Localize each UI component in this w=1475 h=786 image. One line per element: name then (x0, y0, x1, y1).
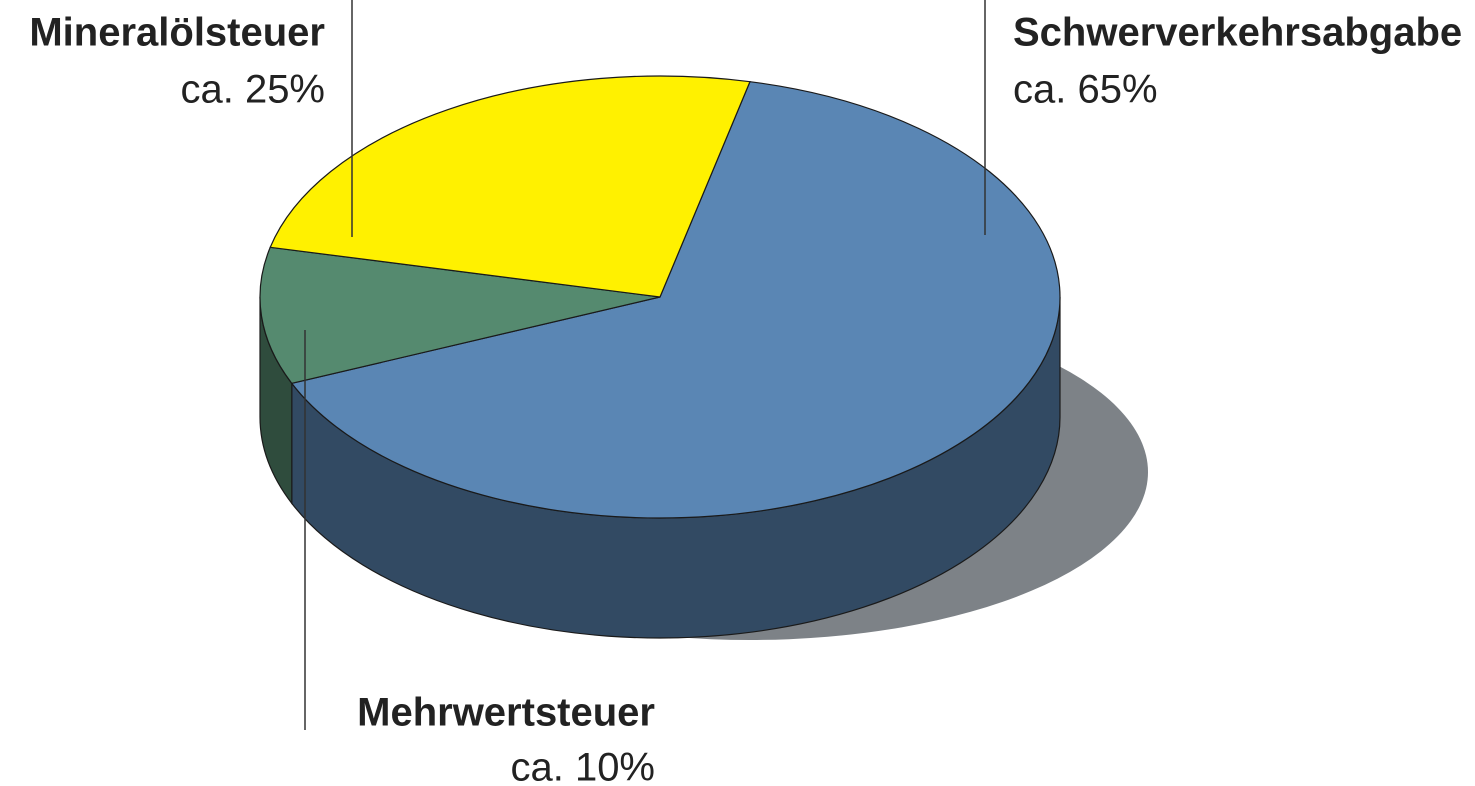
value-label: ca. 65% (1013, 68, 1158, 112)
slice (259, 246, 661, 385)
slice-label: Mineralölsteuer (29, 11, 325, 55)
value-label: ca. 10% (510, 746, 655, 786)
slice-label: Mehrwertsteuer (357, 691, 655, 735)
slice (269, 75, 751, 298)
slice-label: Schwerverkehrsabgabe (1013, 11, 1462, 55)
slice (290, 81, 1061, 519)
value-label: ca. 25% (180, 68, 325, 112)
